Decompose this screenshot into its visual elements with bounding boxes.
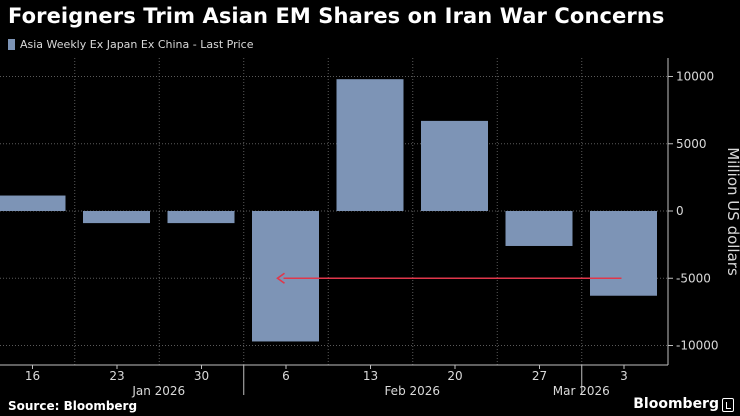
x-tick-label: 16 — [25, 369, 40, 383]
chart-title: Foreigners Trim Asian EM Shares on Iran … — [8, 4, 665, 28]
y-tick-label: 5000 — [676, 137, 707, 151]
y-tick-label: -5000 — [676, 271, 711, 285]
x-tick-label: 6 — [282, 369, 290, 383]
brand-logo: Bloomberg — [633, 396, 719, 412]
bar-16 — [0, 195, 66, 211]
x-tick-label: 30 — [194, 369, 209, 383]
bar-20 — [421, 120, 488, 211]
y-axis-title: Million US dollars — [724, 147, 740, 276]
x-tick-label: 27 — [532, 369, 547, 383]
month-label: Feb 2026 — [384, 384, 440, 398]
legend: Asia Weekly Ex Japan Ex China - Last Pri… — [8, 38, 253, 51]
bar-23 — [83, 211, 150, 224]
x-tick-label: 20 — [447, 369, 462, 383]
axis-layer: 10000 5000 0 -5000 -10000 Million US dollars 1… — [0, 58, 740, 398]
chart-icon — [722, 398, 734, 412]
legend-swatch — [8, 39, 15, 50]
x-tick-label: 13 — [363, 369, 378, 383]
y-tick-label: -10000 — [676, 339, 719, 353]
legend-label: Asia Weekly Ex Japan Ex China - Last Pri… — [20, 38, 254, 51]
bars-layer — [0, 79, 657, 342]
bar-6 — [252, 211, 319, 342]
x-tick-label: 3 — [620, 369, 628, 383]
grid-layer — [0, 58, 668, 365]
y-tick-label: 0 — [676, 204, 684, 218]
arrow-head — [276, 272, 285, 284]
bar-30 — [167, 211, 235, 224]
x-tick-label: 23 — [109, 369, 124, 383]
annotation-layer — [276, 272, 622, 284]
source-note: Source: Bloomberg — [8, 399, 138, 413]
bar-3 — [590, 211, 657, 296]
bar-27 — [505, 211, 573, 246]
month-label: Jan 2026 — [131, 384, 185, 398]
bar-13 — [336, 79, 404, 211]
month-label: Mar 2026 — [553, 384, 610, 398]
y-tick-label: 10000 — [676, 70, 714, 84]
